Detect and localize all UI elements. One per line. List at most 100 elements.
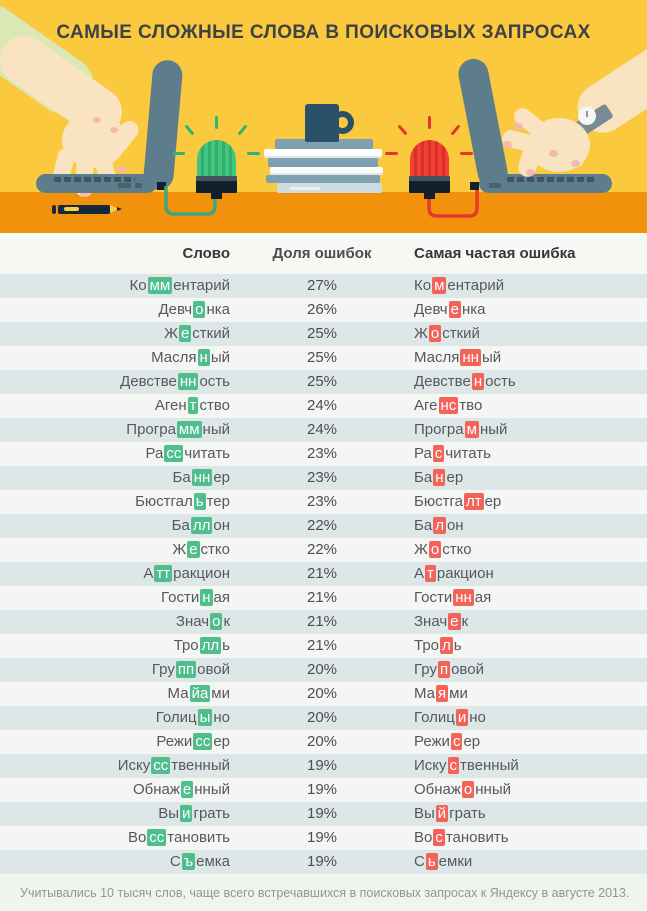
error-letters: нс [438,397,459,414]
word-text: грать [449,805,486,822]
keyboard-keys [507,177,596,182]
error-letters: с [450,733,463,750]
pencil-icon [52,205,56,214]
error-cell: Тро л ь [414,634,647,658]
word-text: ми [211,685,230,702]
word-text: Вы [414,805,435,822]
word-text: Ба [414,517,433,534]
error-letters: с [432,445,445,462]
word-text: нный [194,781,230,798]
word-text: сткий [192,325,230,342]
error-cell: Гру п овой [414,658,647,682]
error-cell: Иску с твенный [414,754,647,778]
error-cell: Ма я ми [414,682,647,706]
error-cell: Ба н ер [414,466,647,490]
word-text: С [169,853,181,870]
word-text: Обнаж [414,781,461,798]
error-letters: м [432,277,447,294]
error-share-cell: 23% [306,445,338,462]
table-row: Знач о к 21% Знач е к [0,610,647,634]
book [277,183,382,193]
book [275,139,373,149]
error-cell: Обнаж о нный [414,778,647,802]
table-header: Слово Доля ошибок Самая частая ошибка [0,233,647,274]
word-cell: Масля н ый [0,346,230,370]
error-letters: л [440,637,453,654]
table-row: Девстве нн ость 25% Девстве н ость [0,370,647,394]
lamp-cables [164,186,479,218]
word-cell: Ма йа ми [0,682,230,706]
word-text: Девч [414,301,448,318]
green-glow-ray [215,116,218,129]
error-share-cell: 21% [306,589,338,606]
error-share-cell: 22% [306,517,338,534]
error-share-cell: 25% [306,373,338,390]
word-text: Ра [414,445,432,462]
word-text: читать [445,445,491,462]
word-text: стко [442,541,472,558]
table-row: Иску сс твенный 19% Иску с твенный [0,754,647,778]
word-text: Ба [414,469,433,486]
word-text: Девстве [120,373,177,390]
red-lamp-foot [424,193,435,199]
correct-letters: е [178,325,192,342]
error-share-cell: 20% [306,709,338,726]
word-text: ер [213,469,230,486]
fingernail [526,169,535,176]
table-row: Ба лл он 22% Ба л он [0,514,647,538]
correct-letters: мм [176,421,202,438]
word-cell: Голиц ы но [0,706,230,730]
word-text: твенный [171,757,230,774]
error-cell: Масля нн ый [414,346,647,370]
word-text: Ма [414,685,436,702]
red-lamp-base [409,176,450,193]
word-text: он [213,517,230,534]
word-text: ракцион [436,565,494,582]
red-glow-ray [385,152,398,155]
word-cell: Аген т ство [0,394,230,418]
correct-letters: н [197,349,210,366]
error-share-cell: 23% [306,469,338,486]
error-letters: о [428,325,442,342]
word-cell: Девстве нн ость [0,370,230,394]
fingernail [514,123,523,130]
error-letters: нн [460,349,481,366]
word-text: Ба [172,469,191,486]
word-text: нный [475,781,511,798]
word-text: тановить [167,829,230,846]
error-letters: н [471,373,485,390]
word-text: к [461,613,469,630]
table-row: Масля н ый 25% Масля нн ый [0,346,647,370]
word-text: Ба [171,517,190,534]
word-text: ер [213,733,230,750]
error-letters: ь [425,853,438,870]
watch-icon [578,107,596,125]
word-text: Знач [414,613,448,630]
word-text: Вы [158,805,180,822]
word-cell: Гости н ая [0,586,230,610]
column-header-share: Доля ошибок [272,245,372,262]
word-text: нка [206,301,230,318]
word-text: он [446,517,464,534]
pencil-tip [110,205,119,213]
word-cell: Програ мм ный [0,418,230,442]
word-text: Програ [126,421,176,438]
correct-letters: нн [191,469,213,486]
word-text: ракцион [173,565,230,582]
error-share-cell: 23% [306,493,338,510]
word-text: Програ [414,421,464,438]
table-body: Ко мм ентарий 27% Ко м ентарий Девч о нка 26% Девч е… [0,274,647,874]
word-text: А [414,565,425,582]
word-cell: Бюстгал ь тер [0,490,230,514]
word-text: Тро [173,637,199,654]
table-row: Обнаж е нный 19% Обнаж о нный [0,778,647,802]
word-text: нка [461,301,486,318]
word-cell: Тро лл ь [0,634,230,658]
word-text: Гости [414,589,453,606]
